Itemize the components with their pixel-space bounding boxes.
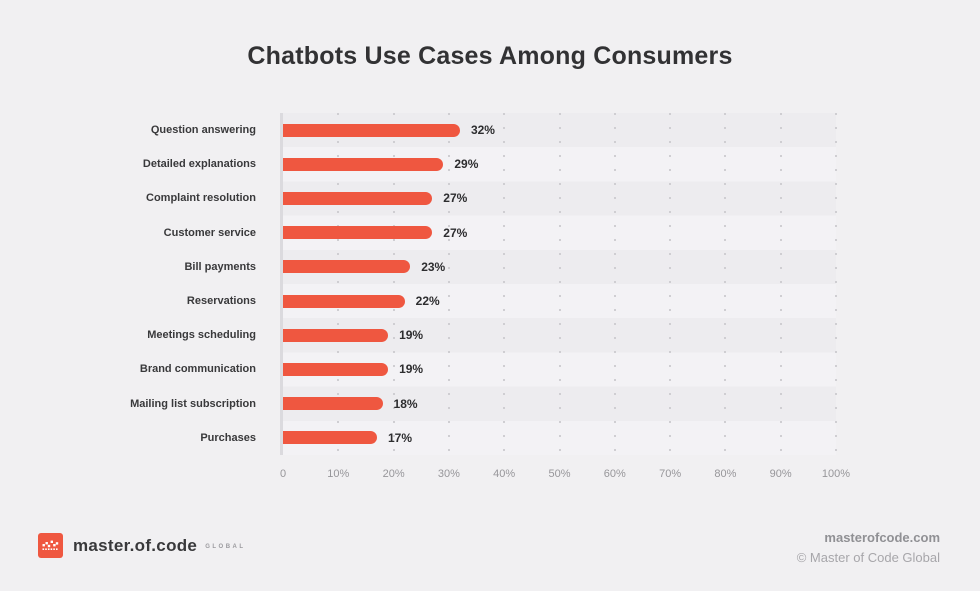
y-axis-line (280, 113, 283, 455)
gridline (503, 113, 506, 455)
category-label: Purchases (200, 431, 256, 444)
x-tick-label: 70% (659, 468, 682, 480)
gridline (835, 113, 837, 455)
bar (283, 431, 377, 445)
bar (283, 260, 411, 274)
bar (283, 226, 433, 240)
x-tick-label: 80% (714, 468, 737, 480)
x-tick-label: 30% (437, 468, 460, 480)
x-tick-label: 10% (327, 468, 350, 480)
copyright-text: © Master of Code Global (796, 550, 940, 565)
category-label: Mailing list subscription (130, 397, 256, 410)
bar-value-label: 27% (443, 191, 468, 206)
bar (283, 123, 460, 137)
category-label: Brand communication (139, 363, 256, 376)
bar-value-label: 22% (415, 294, 440, 309)
brand-name: master.of.code (73, 535, 198, 555)
bar-value-label: 29% (454, 157, 479, 172)
category-label: Question answering (150, 124, 256, 137)
gridline (337, 113, 340, 455)
website-text: masterofcode.com (824, 530, 940, 545)
x-axis-ticks: 0 10% 20% 30% 40% 50% 60% 70% 80% 90% 100% (0, 468, 980, 484)
bar (283, 397, 383, 411)
category-label: Reservations (186, 295, 256, 308)
bar (283, 294, 405, 308)
bar-value-label: 18% (393, 396, 418, 411)
x-tick-label: 0 (279, 468, 287, 480)
brand-suffix: GLOBAL (205, 544, 246, 550)
bar-value-label: 19% (399, 328, 424, 343)
bar-value-label: 27% (443, 225, 468, 240)
footer-credits: masterofcode.com © Master of Code Global (797, 530, 940, 565)
master-of-code-logo-icon (38, 533, 63, 558)
category-label: Detailed explanations (142, 158, 256, 171)
bar-value-label: 23% (421, 259, 446, 274)
gridline (447, 113, 450, 455)
category-label: Bill payments (184, 260, 256, 273)
gridline (669, 113, 672, 455)
bar-value-label: 19% (399, 362, 424, 377)
bar-value-label: 17% (388, 430, 413, 445)
bar (283, 363, 389, 376)
x-tick-label: 90% (769, 468, 792, 480)
plot-area: 32% 29% 27% 27% 23% 22% 19% 19% 18% 17% (280, 113, 837, 455)
x-tick-label: 40% (493, 468, 516, 480)
gridline (392, 113, 395, 455)
x-tick-label: 20% (382, 468, 405, 480)
bar (283, 192, 433, 205)
chart-title: Chatbots Use Cases Among Consumers (247, 42, 733, 70)
bar-value-label: 32% (470, 123, 495, 138)
category-label: Meetings scheduling (147, 329, 256, 342)
x-tick-label: 60% (603, 468, 626, 480)
gridline (779, 113, 782, 455)
bar (283, 328, 389, 342)
bar (283, 157, 444, 171)
gridline (613, 113, 616, 455)
category-label: Customer service (163, 226, 256, 239)
gridline (558, 113, 561, 455)
gridline (724, 113, 727, 455)
footer-brand: master.of.code GLOBAL (38, 533, 246, 558)
x-tick-label: 100% (821, 468, 851, 480)
x-tick-label: 50% (548, 468, 571, 480)
category-label: Complaint resolution (146, 192, 256, 205)
